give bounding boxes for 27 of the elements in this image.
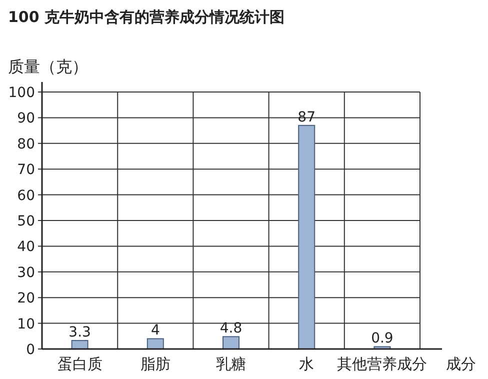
y-tick-label: 90 xyxy=(17,110,35,127)
chart-title: 100 克牛奶中含有的营养成分情况统计图 xyxy=(8,8,285,26)
data-label: 4 xyxy=(150,322,160,339)
bar xyxy=(222,336,240,350)
y-tick-label: 100 xyxy=(8,85,35,101)
x-tick-label: 脂肪 xyxy=(140,355,170,373)
y-tick-label: 20 xyxy=(17,290,35,307)
y-tick-label: 40 xyxy=(17,239,35,256)
y-tick-label: 0 xyxy=(26,342,35,358)
x-tick-label: 其他营养成分 xyxy=(337,355,428,373)
y-tick-label: 50 xyxy=(17,214,35,230)
x-tick-label: 蛋白质 xyxy=(57,355,102,373)
bar xyxy=(298,124,316,350)
x-tick-label: 水 xyxy=(299,355,314,373)
y-tick-label: 60 xyxy=(17,188,35,204)
y-tick-label: 80 xyxy=(17,136,35,152)
y-tick-label: 10 xyxy=(17,316,35,332)
x-tick-label: 乳糖 xyxy=(216,355,246,373)
y-tick-label: 70 xyxy=(17,162,35,178)
bar xyxy=(146,338,164,350)
data-label: 4.8 xyxy=(220,320,242,337)
data-label: 3.3 xyxy=(68,324,91,341)
x-axis-title: 成分 xyxy=(446,355,476,373)
y-axis-title: 质量（克） xyxy=(8,57,88,76)
data-label: 0.9 xyxy=(371,330,394,347)
y-tick-label: 30 xyxy=(17,264,35,281)
bar xyxy=(71,340,88,350)
